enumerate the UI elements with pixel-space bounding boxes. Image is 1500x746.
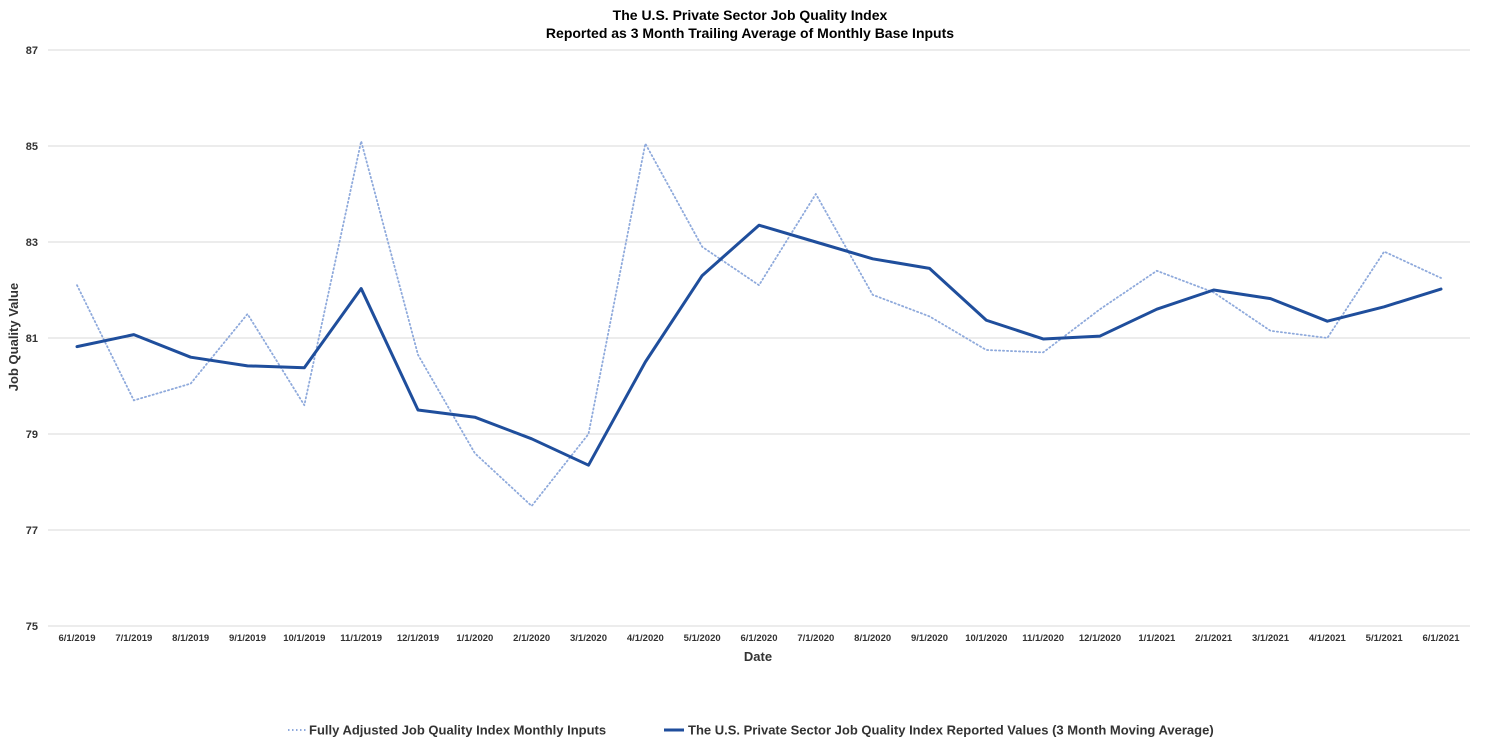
x-tick-label: 2/1/2020 <box>513 633 550 644</box>
y-tick-label: 85 <box>26 141 38 153</box>
legend-label-monthly-inputs: Fully Adjusted Job Quality Index Monthly… <box>309 723 606 738</box>
x-tick-label: 6/1/2021 <box>1423 633 1461 644</box>
x-axis-ticks: 6/1/2019 7/1/2019 8/1/2019 9/1/2019 10/1/201… <box>59 633 1461 644</box>
series-lines <box>75 140 1443 507</box>
y-tick-label: 81 <box>26 333 38 345</box>
x-tick-label: 4/1/2020 <box>627 633 664 644</box>
y-axis-title: Job Quality Value <box>6 283 21 391</box>
x-tick-label: 3/1/2020 <box>570 633 607 644</box>
x-tick-label: 8/1/2020 <box>854 633 891 644</box>
x-tick-label: 7/1/2019 <box>115 633 152 644</box>
y-tick-label: 77 <box>26 525 38 537</box>
x-tick-label: 2/1/2021 <box>1195 633 1233 644</box>
x-tick-label: 12/1/2019 <box>397 633 439 644</box>
y-axis-ticks: 75 77 79 81 83 85 87 <box>26 45 38 633</box>
x-tick-label: 12/1/2020 <box>1079 633 1121 644</box>
x-tick-label: 5/1/2020 <box>684 633 721 644</box>
gridlines <box>48 49 1470 627</box>
x-tick-label: 9/1/2019 <box>229 633 266 644</box>
x-tick-label: 9/1/2020 <box>911 633 948 644</box>
x-tick-label: 7/1/2020 <box>797 633 834 644</box>
series-line-reported-values <box>75 223 1443 467</box>
y-tick-label: 79 <box>26 429 38 441</box>
series-line-monthly-inputs <box>76 140 1442 507</box>
y-tick-label: 87 <box>26 45 38 57</box>
x-tick-label: 11/1/2019 <box>340 633 382 644</box>
x-axis-title: Date <box>744 649 772 664</box>
y-tick-label: 75 <box>26 621 38 633</box>
chart-title: The U.S. Private Sector Job Quality Inde… <box>613 7 888 23</box>
x-tick-label: 1/1/2021 <box>1138 633 1176 644</box>
x-tick-label: 4/1/2021 <box>1309 633 1347 644</box>
x-tick-label: 10/1/2020 <box>965 633 1007 644</box>
x-tick-label: 5/1/2021 <box>1366 633 1404 644</box>
x-tick-label: 6/1/2019 <box>59 633 96 644</box>
x-tick-label: 10/1/2019 <box>283 633 325 644</box>
legend: Fully Adjusted Job Quality Index Monthly… <box>288 723 1214 738</box>
x-tick-label: 1/1/2020 <box>456 633 493 644</box>
x-tick-label: 11/1/2020 <box>1022 633 1064 644</box>
x-tick-label: 8/1/2019 <box>172 633 209 644</box>
legend-label-reported-values: The U.S. Private Sector Job Quality Inde… <box>688 723 1214 738</box>
x-tick-label: 6/1/2020 <box>741 633 778 644</box>
y-tick-label: 83 <box>26 237 38 249</box>
chart-subtitle: Reported as 3 Month Trailing Average of … <box>546 25 954 41</box>
x-tick-label: 3/1/2021 <box>1252 633 1290 644</box>
